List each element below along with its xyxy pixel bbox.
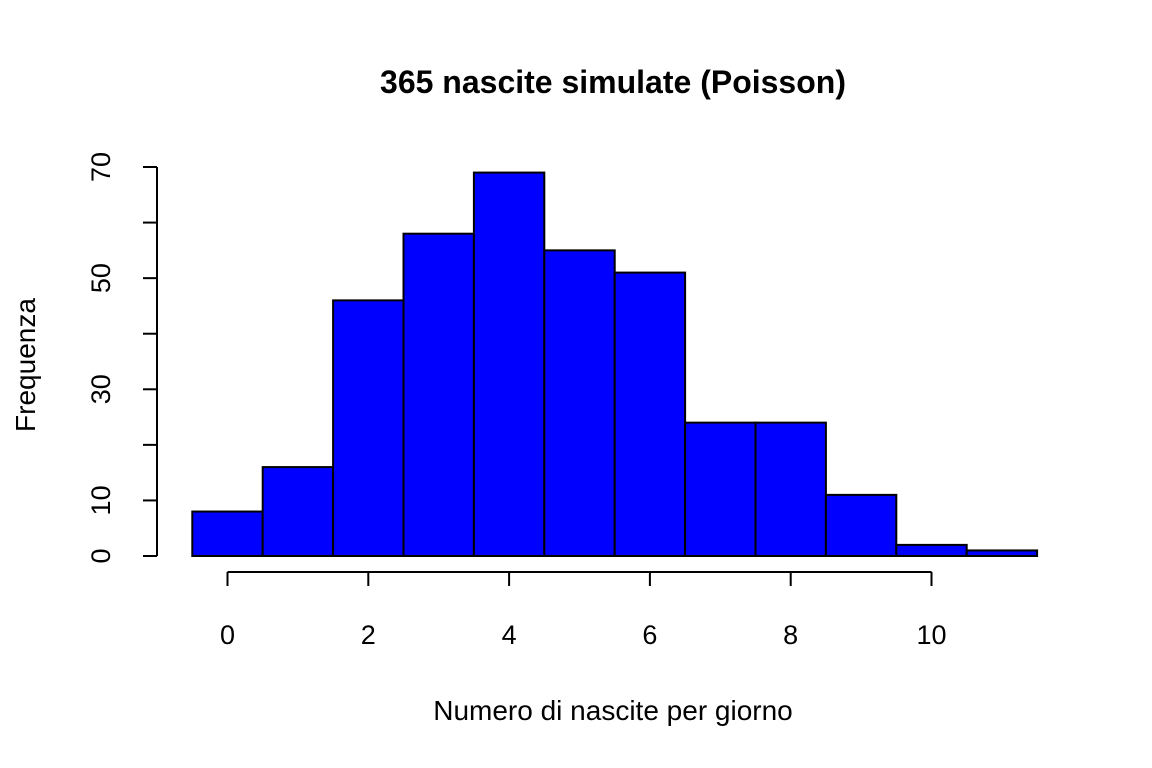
x-tick-label-4: 4 — [502, 620, 517, 650]
bars-group — [191, 171, 1039, 558]
histogram-bar-9 — [824, 493, 898, 557]
x-axis: 0 2 4 6 8 10 — [220, 571, 947, 650]
x-tick-label-6: 6 — [642, 620, 657, 650]
y-tick-label-0: 0 — [86, 548, 116, 563]
x-tick-label-0: 0 — [220, 620, 235, 650]
y-tick-label-30: 30 — [86, 374, 116, 404]
y-tick-label-10: 10 — [86, 485, 116, 515]
y-tick-label-70: 70 — [86, 152, 116, 182]
histogram-bar-11 — [965, 549, 1039, 557]
histogram-bar-8 — [754, 421, 827, 557]
histogram-bar-7 — [684, 421, 757, 557]
y-axis-label: Frequenza — [10, 298, 41, 432]
histogram-bar-2 — [332, 299, 405, 557]
x-axis-label: Numero di nascite per giorno — [433, 695, 793, 726]
histogram-bar-10 — [895, 543, 968, 557]
histogram-bar-4 — [472, 171, 546, 558]
histogram-bar-0 — [191, 510, 264, 558]
histogram-bar-5 — [543, 249, 616, 558]
y-tick-label-50: 50 — [86, 263, 116, 293]
chart-title: 365 nascite simulate (Poisson) — [380, 64, 846, 100]
histogram-bar-3 — [402, 232, 475, 557]
x-tick-label-2: 2 — [361, 620, 376, 650]
x-tick-label-10: 10 — [916, 620, 946, 650]
histogram-bar-6 — [613, 271, 687, 557]
histogram-bar-1 — [261, 466, 335, 558]
y-axis: 0 10 30 50 70 — [86, 152, 158, 564]
x-tick-label-8: 8 — [783, 620, 798, 650]
